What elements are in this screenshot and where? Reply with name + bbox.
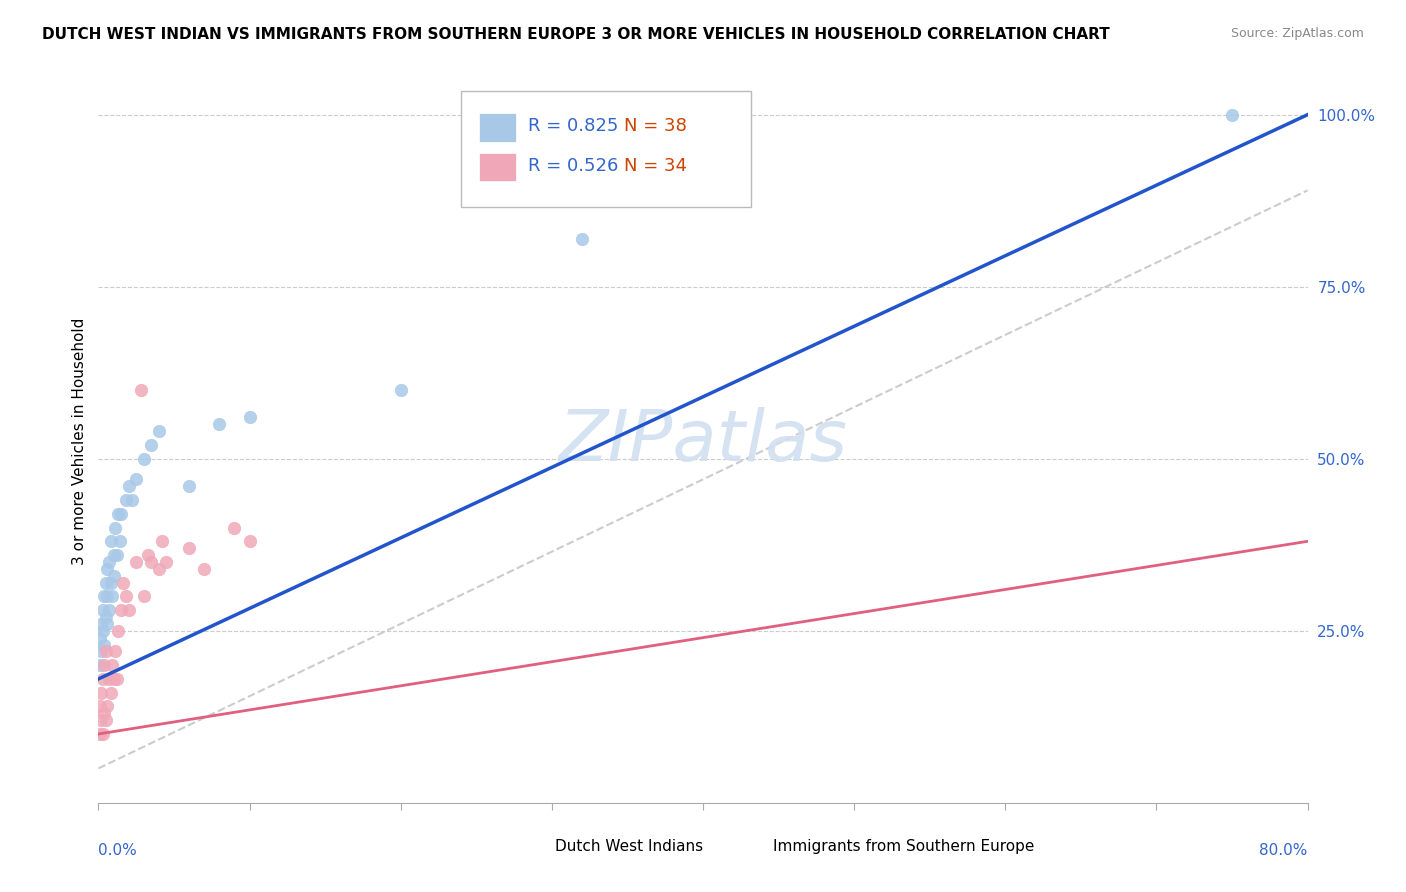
Point: [91, 603, 114, 617]
Text: R = 0.825: R = 0.825: [527, 117, 619, 135]
Text: Source: ZipAtlas.com: Source: ZipAtlas.com: [1230, 27, 1364, 40]
Bar: [522, 837, 548, 857]
Point: [389, 383, 412, 397]
Text: N = 38: N = 38: [624, 117, 688, 135]
Point: [91, 727, 114, 741]
Text: N = 34: N = 34: [624, 156, 688, 175]
Point: [101, 658, 124, 673]
Point: [1220, 108, 1243, 122]
Point: [96, 616, 118, 631]
Text: Dutch West Indians: Dutch West Indians: [555, 838, 703, 854]
Point: [98, 555, 121, 569]
Point: [107, 507, 129, 521]
Point: [239, 410, 262, 425]
Point: [193, 562, 215, 576]
Point: [141, 555, 163, 569]
Point: [125, 555, 148, 569]
Point: [101, 590, 124, 604]
Point: [103, 568, 125, 582]
Point: [179, 479, 201, 493]
Point: [136, 548, 159, 562]
Point: [90, 713, 112, 727]
Point: [105, 672, 128, 686]
Point: [132, 590, 155, 604]
Y-axis label: 3 or more Vehicles in Household: 3 or more Vehicles in Household: [72, 318, 87, 566]
Point: [105, 548, 128, 562]
Point: [94, 610, 117, 624]
Point: [90, 686, 112, 700]
Point: [239, 534, 262, 549]
Point: [94, 644, 117, 658]
Point: [96, 699, 118, 714]
Point: [118, 603, 141, 617]
Point: [89, 658, 111, 673]
Point: [104, 520, 127, 534]
Point: [114, 493, 136, 508]
Point: [90, 644, 112, 658]
Point: [148, 424, 170, 438]
Point: [121, 493, 143, 508]
FancyBboxPatch shape: [461, 91, 751, 207]
Point: [93, 590, 115, 604]
Point: [118, 479, 141, 493]
Point: [129, 383, 152, 397]
Point: [150, 534, 173, 549]
Point: [91, 672, 114, 686]
Point: [208, 417, 231, 432]
Point: [125, 472, 148, 486]
Point: [114, 590, 136, 604]
Point: [571, 231, 593, 245]
Point: [111, 575, 134, 590]
Point: [90, 616, 112, 631]
Point: [91, 624, 114, 638]
Point: [100, 686, 122, 700]
Text: DUTCH WEST INDIAN VS IMMIGRANTS FROM SOUTHERN EUROPE 3 OR MORE VEHICLES IN HOUSE: DUTCH WEST INDIAN VS IMMIGRANTS FROM SOU…: [42, 27, 1109, 42]
Point: [93, 658, 115, 673]
Point: [132, 451, 155, 466]
Point: [104, 644, 127, 658]
Point: [89, 631, 111, 645]
Point: [94, 575, 117, 590]
Point: [100, 575, 122, 590]
Point: [96, 590, 118, 604]
Point: [89, 699, 111, 714]
Point: [148, 562, 170, 576]
Point: [93, 706, 115, 721]
Point: [94, 713, 117, 727]
Bar: [479, 153, 516, 181]
Point: [103, 548, 125, 562]
Point: [103, 672, 125, 686]
Text: 80.0%: 80.0%: [1260, 843, 1308, 857]
Point: [141, 438, 163, 452]
Bar: [479, 112, 516, 142]
Point: [98, 672, 121, 686]
Point: [89, 727, 111, 741]
Bar: [740, 837, 766, 857]
Point: [107, 624, 129, 638]
Text: ZIPatlas: ZIPatlas: [558, 407, 848, 476]
Point: [224, 520, 246, 534]
Text: R = 0.526: R = 0.526: [527, 156, 619, 175]
Point: [179, 541, 201, 556]
Point: [100, 534, 122, 549]
Text: 0.0%: 0.0%: [98, 843, 138, 857]
Point: [110, 603, 132, 617]
Point: [110, 507, 132, 521]
Text: Immigrants from Southern Europe: Immigrants from Southern Europe: [773, 838, 1035, 854]
Point: [93, 638, 115, 652]
Point: [155, 555, 177, 569]
Point: [96, 562, 118, 576]
Point: [108, 534, 131, 549]
Point: [98, 603, 121, 617]
